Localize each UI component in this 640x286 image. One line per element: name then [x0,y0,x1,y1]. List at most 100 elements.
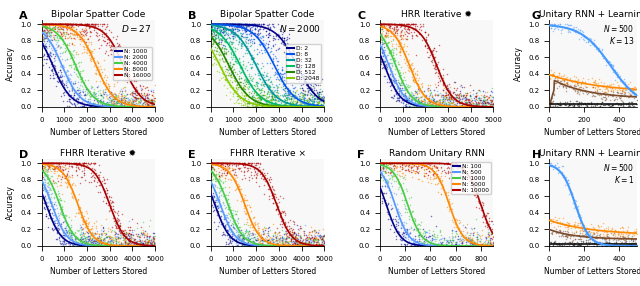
Point [209,23,220,28]
Point [435,229,445,234]
Point [275,244,285,248]
Point [601,85,611,90]
Point [592,103,602,107]
Point [214,22,224,26]
Point [81,221,91,225]
Point [400,209,410,214]
Point [261,29,271,33]
Point [487,98,497,103]
Point [47,48,57,52]
Point [86,105,96,109]
Point [425,241,435,246]
Point [564,243,574,247]
Point [301,105,311,109]
Point [253,221,263,225]
Point [381,162,391,167]
Point [429,105,439,109]
Point [227,22,237,26]
Point [66,83,76,88]
Point [396,23,406,28]
Point [603,241,613,246]
Point [284,104,294,108]
Point [76,230,86,234]
Point [77,237,87,241]
Point [126,105,136,109]
Point [394,33,404,38]
Point [250,232,260,237]
Point [240,27,250,31]
Point [557,234,568,239]
Point [81,22,91,26]
Point [396,91,406,96]
Point [295,225,305,230]
Point [394,22,404,26]
Point [266,244,276,248]
Point [447,161,458,166]
Point [294,96,305,100]
Point [465,101,475,106]
Point [550,163,560,168]
Point [431,84,442,89]
Point [210,163,220,168]
Point [298,105,308,109]
Point [246,101,256,105]
Point [269,244,280,248]
Point [468,92,478,97]
Point [81,161,92,166]
Point [125,234,135,238]
Point [428,173,438,178]
Point [118,237,128,242]
Point [456,105,467,109]
Point [121,230,131,235]
Point [217,161,227,166]
Point [299,75,309,80]
Point [80,244,90,248]
Point [264,60,275,65]
Point [139,98,149,102]
Point [119,244,129,248]
Point [267,92,277,96]
Point [293,105,303,109]
Point [104,28,115,33]
Point [109,105,120,109]
Point [570,226,580,230]
Point [309,84,319,89]
Point [100,25,111,29]
Point [598,82,609,87]
Point [299,89,309,94]
Point [434,104,444,108]
Point [259,26,269,30]
Point [111,94,121,98]
Point [213,25,223,29]
Point [255,96,266,101]
Point [399,177,410,181]
Point [134,92,145,97]
Point [430,100,440,105]
Point [211,177,221,182]
Point [554,216,564,221]
Point [90,79,100,83]
Point [382,76,392,81]
Point [42,28,52,32]
Point [588,85,598,89]
Point [281,101,291,106]
Point [269,231,280,235]
Point [378,161,388,166]
Point [283,243,293,248]
Point [37,168,47,172]
Point [224,82,234,87]
Point [435,105,445,109]
Point [612,91,623,96]
Point [319,234,330,239]
Point [410,98,420,103]
Point [57,167,67,171]
Point [484,105,494,109]
Point [273,105,283,109]
Point [481,244,491,248]
Point [104,243,115,248]
Point [375,38,385,43]
Point [312,96,322,101]
Point [297,244,307,248]
Point [228,31,238,36]
Point [252,161,262,166]
